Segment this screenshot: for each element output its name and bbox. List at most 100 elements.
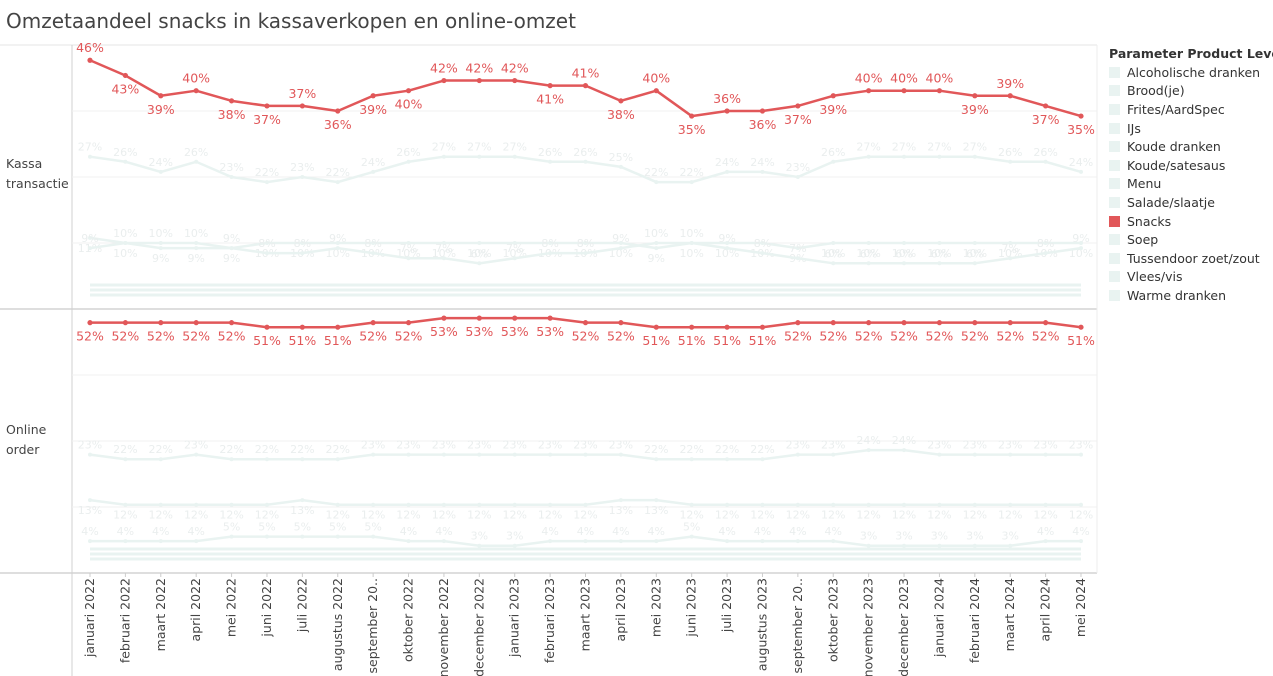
data-label-muted: 22% [326,166,350,179]
data-point-snacks [901,320,907,326]
data-point-muted [371,251,376,256]
data-label-snacks: 40% [182,71,210,86]
legend-item[interactable]: Alcoholische dranken [1109,63,1271,82]
data-point-muted [1043,539,1048,544]
data-label-muted: 6% [471,247,488,260]
data-point-muted [654,539,659,544]
data-point-snacks [87,320,93,326]
data-point-muted [300,457,305,462]
data-label-muted: 5% [294,521,311,534]
legend-item[interactable]: Menu [1109,175,1271,194]
data-point-snacks [795,320,801,326]
data-label-muted: 12% [750,509,774,522]
data-point-muted [194,246,199,251]
data-point-muted [335,502,340,507]
data-point-snacks [547,315,553,321]
data-label-snacks: 41% [572,66,600,81]
data-point-muted [1043,502,1048,507]
legend-item[interactable]: Koude dranken [1109,137,1271,156]
legend-item[interactable]: Vlees/vis [1109,268,1271,287]
data-point-muted [760,539,765,544]
data-point-muted [441,241,446,245]
x-tick-label: augustus 2022 [330,578,345,671]
data-point-muted [123,159,128,164]
data-label-snacks: 35% [1067,122,1095,137]
data-point-muted [831,159,836,164]
data-label-muted: 24% [715,156,739,169]
data-point-snacks [582,320,589,326]
legend-swatch [1109,85,1120,97]
data-label-muted: 27% [892,141,916,154]
data-point-muted [512,256,517,261]
data-label-snacks: 52% [784,329,812,344]
data-label-snacks: 52% [111,329,139,344]
data-label-muted: 4% [81,525,98,538]
data-label-muted: 13% [78,504,102,517]
legend-item[interactable]: Tussendoor zoet/zout [1109,249,1271,268]
legend-label: Tussendoor zoet/zout [1127,250,1260,266]
data-label-muted: 23% [502,439,526,452]
legend-item[interactable]: Frites/AardSpec [1109,100,1271,119]
data-label-snacks: 52% [607,329,635,344]
data-point-muted [548,251,553,256]
data-label-muted: 22% [219,443,243,456]
data-point-snacks [158,93,164,99]
data-point-muted [194,539,199,544]
data-label-muted: 23% [609,439,633,452]
data-label-muted: 10% [149,227,173,240]
data-label-muted: 22% [290,443,314,456]
data-point-muted [194,241,199,245]
data-point-muted [937,241,942,245]
data-point-snacks [582,83,589,89]
legend-item[interactable]: Snacks [1109,212,1271,231]
legend-item[interactable]: Soep [1109,230,1271,249]
data-point-muted [866,543,871,548]
data-label-snacks: 37% [1032,112,1060,127]
legend-item[interactable]: Salade/slaatje [1109,193,1271,212]
legend-label: IJs [1127,120,1141,136]
data-point-snacks [512,77,518,84]
data-point-muted [441,452,446,457]
data-label-muted: 12% [432,509,456,522]
data-point-muted [477,154,482,159]
data-point-snacks [936,88,943,94]
data-point-muted [689,241,694,245]
legend-item[interactable]: IJs [1109,119,1271,138]
legend-label: Soep [1127,232,1159,248]
data-label-muted: 9% [187,252,204,265]
data-label-muted: 4% [187,525,204,538]
data-point-muted [1008,241,1013,245]
data-point-snacks [1043,103,1049,109]
data-label-muted: 8% [754,237,771,250]
data-point-muted [158,246,163,251]
row-header-label-1: Kassa [6,156,42,171]
data-label-muted: 24% [750,156,774,169]
data-label-muted: 26% [538,146,562,159]
data-point-snacks [299,103,305,109]
data-point-muted [158,539,163,544]
data-point-muted [1079,169,1083,174]
data-point-snacks [901,88,907,94]
data-label-snacks: 51% [288,333,316,348]
data-label-muted: 10% [113,247,137,260]
legend-item[interactable]: Brood(je) [1109,82,1271,101]
data-point-snacks [264,324,270,330]
data-point-muted [264,251,269,256]
data-point-muted [618,164,623,169]
data-point-muted [548,502,553,507]
data-point-snacks [689,324,695,330]
data-point-muted [583,502,588,507]
data-point-muted [1043,159,1048,164]
data-point-muted [158,457,163,462]
data-point-muted [902,502,907,507]
data-label-muted: 5% [329,521,346,534]
data-label-muted: 12% [963,509,987,522]
data-label-snacks: 53% [536,324,564,339]
data-point-muted [654,246,659,251]
legend-item[interactable]: Warme dranken [1109,286,1271,305]
data-point-muted [335,246,340,251]
data-point-muted [229,534,234,539]
data-point-muted [618,241,623,245]
legend-item[interactable]: Koude/satesaus [1109,156,1271,175]
data-point-muted [229,175,234,179]
